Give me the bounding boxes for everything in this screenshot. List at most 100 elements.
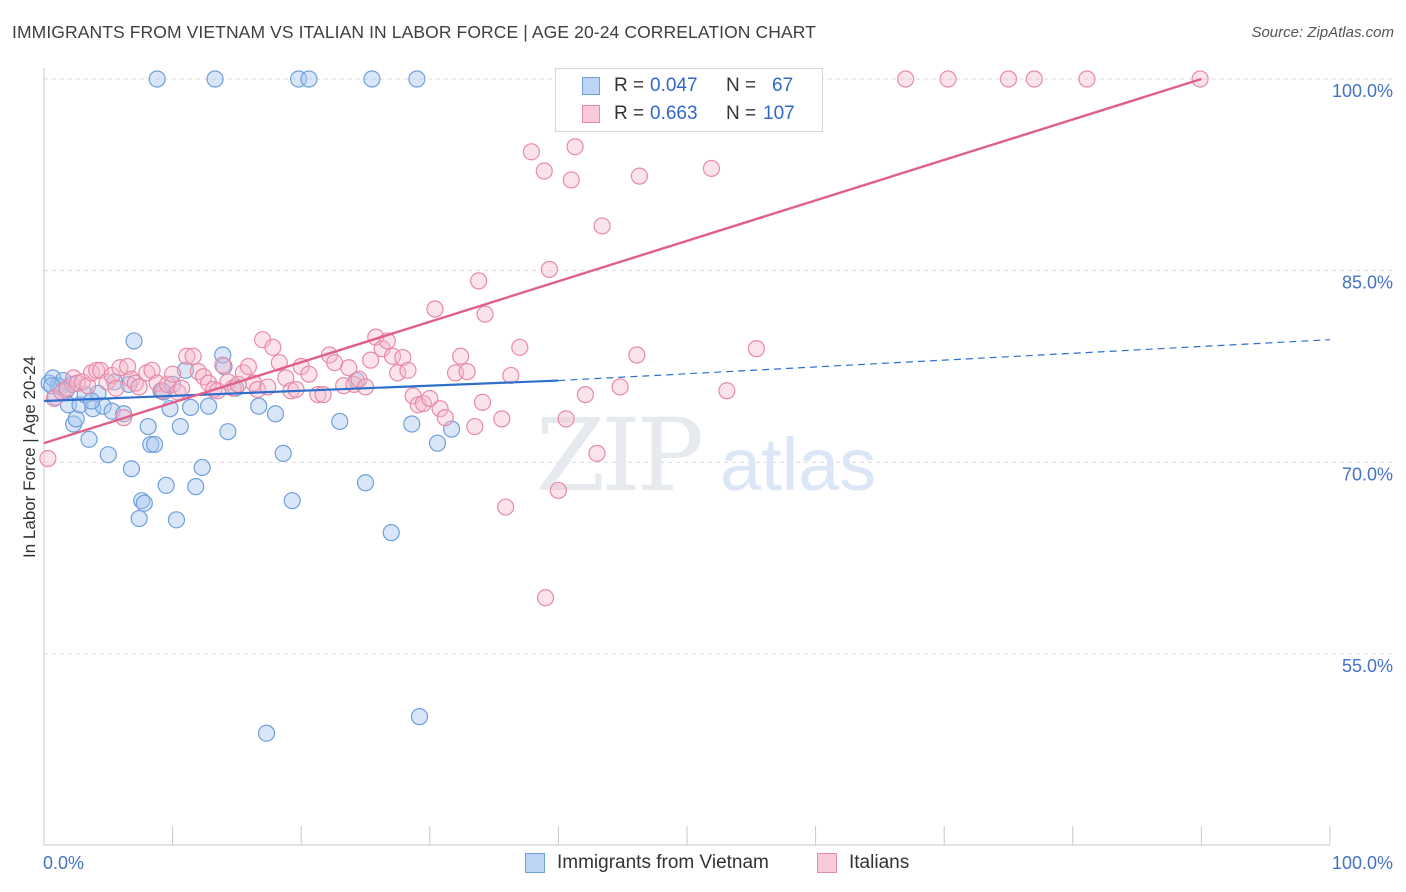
data-point-italians [557, 410, 575, 428]
data-point-italians [702, 159, 721, 178]
data-point-vietnam [145, 435, 164, 454]
y-tick-label: 55.0% [1342, 656, 1393, 676]
chart-title: IMMIGRANTS FROM VIETNAM VS ITALIAN IN LA… [12, 22, 816, 42]
data-point-italians [178, 347, 196, 365]
data-point-vietnam [200, 397, 218, 415]
data-point-italians [189, 363, 207, 381]
data-point-vietnam [408, 70, 426, 88]
legend-r-label: R = [614, 75, 645, 96]
data-point-italians [399, 361, 417, 379]
data-point-vietnam [133, 492, 151, 510]
data-point-italians [107, 379, 125, 397]
data-point-vietnam [193, 458, 211, 477]
data-point-italians [576, 386, 595, 404]
data-point-italians [184, 347, 202, 365]
data-point-italians [1025, 70, 1043, 88]
data-point-italians [522, 143, 540, 161]
y-tick-label: 100.0% [1332, 81, 1393, 101]
data-point-italians [497, 498, 515, 516]
data-point-italians [389, 364, 407, 382]
data-point-italians [718, 382, 736, 400]
x-tick-label-max: 100.0% [1332, 853, 1393, 873]
data-point-vietnam [206, 70, 224, 88]
data-point-vietnam [356, 474, 375, 492]
legend-swatch-pink [582, 105, 600, 123]
data-point-italians [747, 340, 766, 358]
trend-line-vietnam-extension [558, 339, 1331, 382]
data-point-vietnam [148, 70, 166, 88]
data-point-italians [593, 217, 611, 235]
watermark: ZIP atlas [536, 397, 877, 514]
data-point-italians [431, 400, 449, 418]
data-point-italians [287, 380, 305, 399]
data-point-italians [130, 378, 148, 396]
data-point-italians [536, 589, 555, 607]
data-point-italians [164, 365, 182, 383]
axis-labels: 55.0% 70.0% 85.0% 100.0% 0.0% 100.0% In Labor … [20, 81, 1393, 873]
data-point-italians [39, 449, 57, 468]
data-point-italians [426, 300, 444, 318]
data-point-italians [999, 70, 1018, 88]
watermark-zip: ZIP [536, 397, 701, 514]
data-point-vietnam [410, 708, 429, 726]
bottom-legend-swatch-pink [817, 853, 837, 873]
legend-swatch-blue [582, 77, 600, 95]
data-point-italians [549, 481, 568, 500]
watermark-atlas: atlas [720, 423, 876, 506]
data-point-vietnam [300, 70, 318, 88]
data-point-italians [340, 359, 358, 377]
data-point-vietnam [171, 417, 189, 436]
legend-r-label: R = [614, 103, 645, 124]
data-point-italians [511, 338, 529, 356]
data-point-italians [300, 365, 318, 383]
data-point-italians [566, 138, 584, 156]
bottom-legend-swatch-blue [525, 853, 545, 873]
data-point-italians [611, 378, 629, 396]
data-point-italians [630, 167, 649, 185]
data-point-italians [473, 393, 492, 411]
data-point-vietnam [142, 435, 160, 454]
data-point-vietnam [67, 410, 85, 428]
data-point-vietnam [331, 412, 349, 431]
series-vietnam-points [40, 70, 461, 742]
data-point-italians [897, 70, 915, 88]
data-point-vietnam [250, 397, 268, 415]
data-point-vietnam [82, 392, 101, 410]
data-point-italians [493, 410, 511, 428]
data-point-italians [939, 70, 957, 88]
data-point-italians [628, 346, 646, 364]
data-point-italians [535, 162, 553, 180]
data-point-italians [58, 379, 76, 397]
data-point-italians [502, 366, 520, 385]
data-point-italians [394, 348, 412, 367]
stats-legend: R = 0.047 N = 67 R = 0.663 N = 107 [555, 68, 823, 132]
data-point-italians [476, 305, 494, 323]
data-point-italians [466, 417, 484, 436]
data-point-italians [540, 260, 558, 278]
bottom-legend-label-vietnam: Immigrants from Vietnam [557, 852, 769, 873]
y-tick-label: 70.0% [1342, 464, 1393, 484]
data-point-italians [118, 357, 137, 376]
legend-r-value-vietnam: 0.047 [650, 75, 698, 96]
data-point-vietnam [176, 361, 195, 379]
data-point-italians [143, 361, 161, 379]
data-point-italians [264, 338, 282, 356]
data-point-italians [88, 361, 106, 379]
data-point-vietnam [403, 415, 421, 433]
data-point-italians [562, 171, 580, 189]
data-point-vietnam [187, 478, 205, 496]
data-point-vietnam [130, 509, 148, 528]
trend-line-italians [43, 77, 1202, 445]
data-point-vietnam [125, 332, 143, 350]
source-credit: Source: ZipAtlas.com [1251, 24, 1394, 41]
x-tick-label-min: 0.0% [43, 853, 84, 873]
data-point-vietnam [257, 724, 276, 742]
data-point-vietnam [283, 492, 301, 510]
trend-lines [43, 77, 1331, 445]
data-point-vietnam [167, 511, 186, 529]
data-point-vietnam [182, 398, 200, 416]
data-point-vietnam [219, 423, 237, 441]
legend-n-value-italians: 107 [763, 103, 795, 124]
legend-n-value-vietnam: 67 [772, 75, 794, 96]
axes [43, 68, 1331, 846]
